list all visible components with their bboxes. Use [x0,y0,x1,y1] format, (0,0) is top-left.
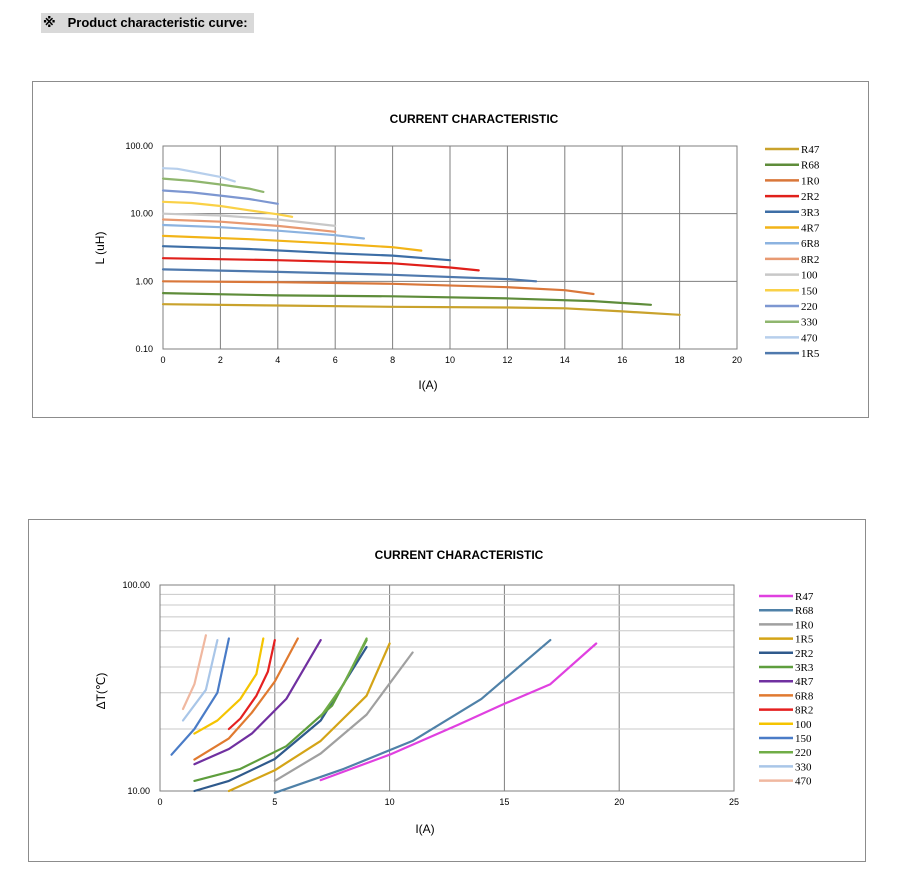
section-header: ※ Product characteristic curve: [41,13,254,33]
series-line-1r0 [273,651,414,782]
y-tick-label: 10.00 [127,786,150,796]
x-tick-label: 8 [390,355,395,365]
legend-label-1r5: 1R5 [795,634,814,646]
legend-label-r47: R47 [795,591,814,603]
inductance-current-chart: 0 2 4 6 8 10 12 14 16 18 20 0.10 1.00 10.00 100.00 CURR… [93,112,820,392]
x-tick-label: 18 [675,355,685,365]
series-line-470 [181,634,207,711]
series-line-1r5 [227,642,391,793]
x-axis-label: I(A) [415,822,434,836]
x-tick-label: 20 [614,797,624,807]
legend-label-100: 100 [801,270,818,282]
legend-label-r68: R68 [795,605,814,617]
reference-mark: ※ [43,15,56,30]
legend-label-150: 150 [795,733,812,745]
legend-label-2r2: 2R2 [801,191,819,203]
series-line-1r0 [161,280,595,296]
series-line-r47 [161,303,681,316]
series-line-4r7 [193,638,322,766]
y-axis-label: ΔT(℃) [94,673,108,710]
x-tick-label: 16 [617,355,627,365]
legend-label-100: 100 [795,719,812,731]
legend-label-1r0: 1R0 [795,619,814,631]
legend-label-150: 150 [801,285,818,297]
legend-label-r47: R47 [801,144,820,156]
legend-label-r68: R68 [801,160,820,172]
legend-label-220: 220 [795,747,812,759]
series-line-330 [181,638,219,722]
x-axis-label: I(A) [418,378,437,392]
x-tick-label: 25 [729,797,739,807]
legend-label-1r0: 1R0 [801,175,820,187]
series-line-470 [161,167,236,183]
legend-label-220: 220 [801,301,818,313]
series-line-r47 [319,642,598,782]
x-tick-label: 0 [157,797,162,807]
x-tick-label: 12 [502,355,512,365]
legend-label-8r2: 8R2 [801,254,819,266]
x-tick-label: 2 [218,355,223,365]
legend-label-1r5: 1R5 [801,348,820,360]
series-line-220 [319,637,368,718]
y-tick-label: 1.00 [135,276,153,286]
y-tick-label: 100.00 [122,580,150,590]
series-line-100 [161,212,337,227]
x-tick-label: 20 [732,355,742,365]
legend-label-330: 330 [795,761,812,773]
series-line-8r2 [161,218,337,233]
series-line-6r8 [161,223,365,240]
series-line-330 [161,177,265,194]
series-line-r68 [161,292,653,306]
series-line-r68 [273,638,552,794]
series-line-3r3 [193,638,368,782]
inductance-chart-frame: 0 2 4 6 8 10 12 14 16 18 20 0.10 1.00 10.00 100.00 CURR… [32,81,869,418]
legend-label-6r8: 6R8 [795,690,814,702]
series-line-1r5 [161,268,538,283]
x-tick-label: 14 [560,355,570,365]
y-tick-label: 10.00 [130,209,153,219]
y-tick-label: 100.00 [125,141,153,151]
x-tick-label: 4 [275,355,280,365]
series-line-6r8 [193,637,299,761]
legend-label-470: 470 [795,776,812,788]
series-line-8r2 [227,638,276,731]
legend-label-3r3: 3R3 [795,662,814,674]
series-line-150 [161,200,294,218]
series-line-3r3 [161,245,452,262]
series-line-220 [161,189,279,205]
legend-label-4r7: 4R7 [801,223,820,235]
x-tick-label: 10 [385,797,395,807]
plot-area [159,584,735,792]
x-tick-label: 0 [160,355,165,365]
series-line-2r2 [161,257,480,272]
x-tick-label: 15 [499,797,509,807]
legend-label-2r2: 2R2 [795,648,813,660]
y-tick-label: 0.10 [135,344,153,354]
legend-label-4r7: 4R7 [795,676,814,688]
legend-label-470: 470 [801,332,818,344]
temperature-chart-frame: 0 5 10 15 20 25 10.00 100.00 CURRENT CHARACTERIS… [28,519,866,862]
section-title: Product characteristic curve: [67,15,248,30]
y-axis-label: L (uH) [93,232,107,265]
series-line-4r7 [161,234,423,252]
x-tick-label: 5 [272,797,277,807]
x-tick-label: 10 [445,355,455,365]
legend-label-8r2: 8R2 [795,705,813,717]
legend-label-3r3: 3R3 [801,207,820,219]
legend-label-6r8: 6R8 [801,238,820,250]
x-tick-label: 6 [333,355,338,365]
temperature-current-chart: 0 5 10 15 20 25 10.00 100.00 CURRENT CHARACTERIS… [94,548,814,836]
chart-title: CURRENT CHARACTERISTIC [390,112,559,126]
legend-label-330: 330 [801,317,818,329]
series-line-100 [193,637,265,735]
series-line-150 [170,637,230,756]
plot-area [162,145,738,350]
chart-title: CURRENT CHARACTERISTIC [375,548,544,562]
